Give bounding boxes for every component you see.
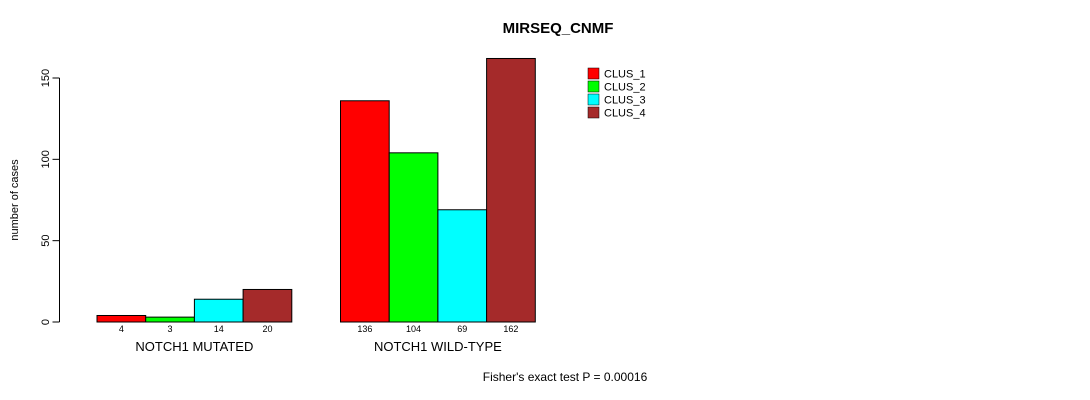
group-label: NOTCH1 MUTATED [135, 339, 253, 354]
legend-label: CLUS_1 [604, 69, 646, 81]
legend-swatch-clus_1 [587, 67, 600, 80]
bar-value-label: 3 [168, 324, 173, 334]
legend-swatch-clus_4 [587, 106, 600, 119]
legend-label: CLUS_2 [604, 82, 646, 94]
bar-clus_2 [388, 152, 439, 323]
bar-clus_3 [437, 209, 488, 323]
legend-label: CLUS_4 [604, 108, 646, 120]
y-tick-label: 100 [40, 150, 52, 168]
fisher-test-annotation: Fisher's exact test P = 0.00016 [483, 370, 648, 384]
bar-value-label: 104 [406, 324, 421, 334]
bar-clus_4 [242, 288, 293, 323]
bar-clus_4 [486, 57, 536, 323]
bar-value-label: 162 [503, 324, 518, 334]
bar-value-label: 14 [214, 324, 224, 334]
bar-clus_1 [96, 314, 147, 323]
x-axis-group-labels: NOTCH1 MUTATED NOTCH1 WILD-TYPE [135, 339, 502, 354]
bar-clus_3 [193, 298, 244, 323]
y-axis: 0 50 100 150 [40, 69, 60, 325]
chart-title: MIRSEQ_CNMF [503, 20, 614, 37]
group-label: NOTCH1 WILD-TYPE [374, 339, 502, 354]
y-tick-label: 0 [40, 319, 52, 325]
bar-value-label: 4 [119, 324, 124, 334]
bar-value-label: 69 [457, 324, 467, 334]
bar-value-label: 20 [262, 324, 272, 334]
y-tick-label: 50 [40, 235, 52, 247]
legend-swatch-clus_2 [587, 80, 600, 93]
bar-value-labels: 4 3 14 20 136 104 69 162 [119, 324, 519, 334]
bar-clus_1 [340, 100, 390, 323]
legend-swatch-clus_3 [587, 93, 600, 106]
legend-label: CLUS_3 [604, 95, 646, 107]
y-tick-label: 150 [40, 69, 52, 87]
bar-series [96, 57, 536, 323]
y-axis-title: number of cases [9, 159, 21, 241]
bar-value-label: 136 [357, 324, 372, 334]
bar-clus_2 [145, 316, 195, 323]
